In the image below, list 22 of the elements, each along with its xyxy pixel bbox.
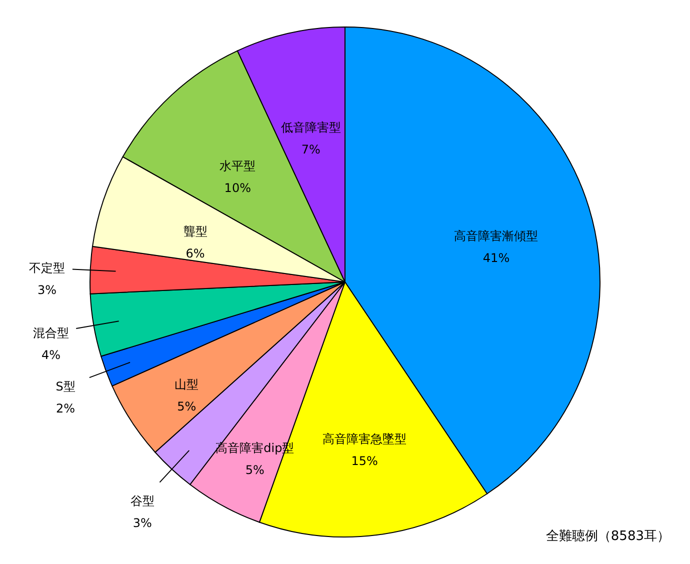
slice-label: 高音障害急墜型 [322, 432, 407, 446]
slice-label: 聾型 [183, 224, 208, 238]
slice-label: 谷型 [130, 494, 154, 508]
slice-label: 山型 [174, 378, 199, 392]
text: 全難聴例（8583耳） [546, 529, 670, 544]
data-label: 15% [351, 454, 378, 468]
data-label: 6% [186, 246, 205, 260]
slice-label: 不定型 [28, 261, 65, 276]
slice-label: 混合型 [33, 326, 70, 340]
data-label: 7% [301, 142, 320, 157]
data-label: 10% [224, 180, 251, 195]
data-label: 3% [132, 516, 152, 530]
data-label: 41% [482, 250, 510, 265]
data-label: 3% [37, 283, 56, 298]
slice-label: 水平型 [220, 158, 256, 173]
slice-label: S型 [56, 379, 76, 394]
data-label: 4% [41, 348, 61, 362]
data-label: 2% [56, 401, 76, 416]
slice-label: 高音障害漸傾型 [454, 228, 538, 243]
data-label: 5% [177, 400, 196, 414]
slice-label: 低音障害型 [280, 120, 341, 135]
data-label: 5% [245, 462, 264, 477]
